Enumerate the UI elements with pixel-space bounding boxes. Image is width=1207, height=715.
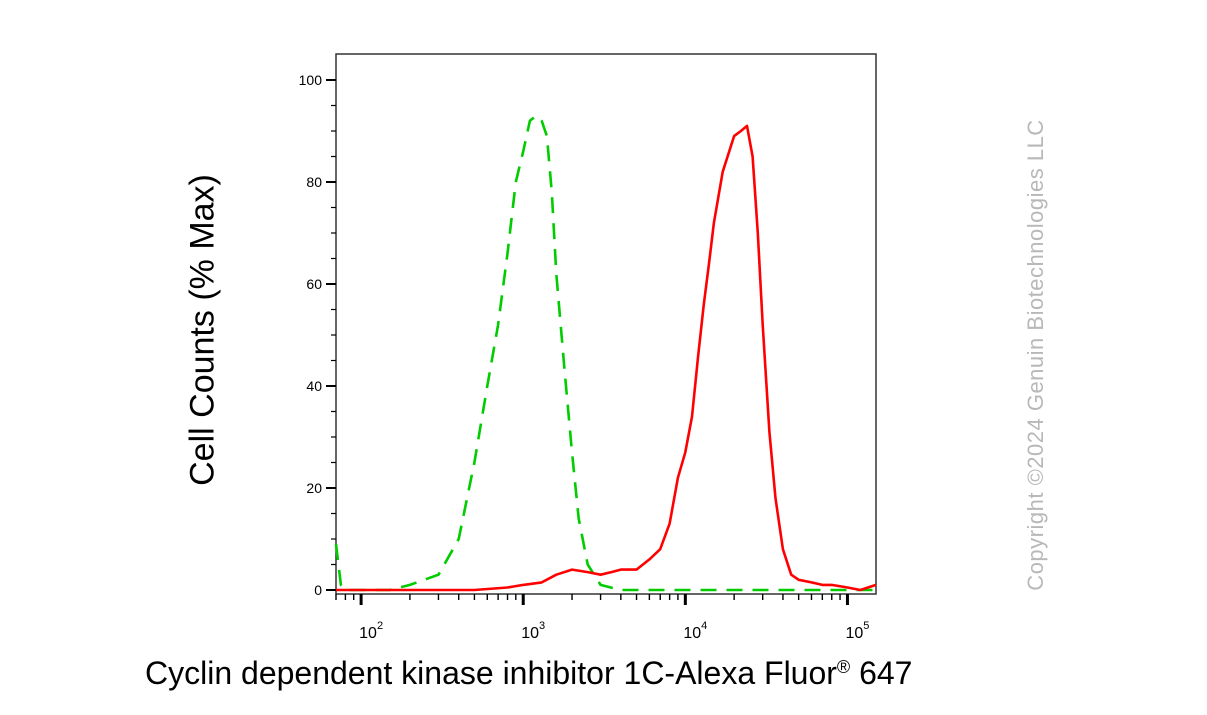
series-group [334,114,877,592]
y-axis-title: Cell Counts (% Max) [183,174,222,486]
x-axis-title-main: Cyclin dependent kinase inhibitor 1C-Ale… [145,655,837,691]
x-axis-title: Cyclin dependent kinase inhibitor 1C-Ale… [145,655,912,692]
y-tick-label: 60 [306,276,322,292]
y-tick-label: 80 [306,174,322,190]
series-line-2 [336,124,877,592]
x-axis: 102 103 104 105 [335,594,869,642]
x-tick-label: 105 [845,620,869,642]
y-tick-label: 100 [299,72,323,88]
copyright-watermark: Copyright ©2024 Genuin Biotechnologies L… [1023,119,1048,591]
y-tick-label: 20 [306,480,322,496]
x-axis-title-registered: ® [836,657,851,677]
plot-frame [335,53,877,595]
x-axis-title-tail: 647 [850,655,913,691]
y-tick-label: 40 [306,378,322,394]
x-tick-label: 102 [359,620,383,642]
y-tick-label: 0 [314,582,322,598]
x-tick-label: 103 [521,620,545,642]
series-line-1 [334,114,876,592]
y-axis: 0 20 40 60 80 100 [299,72,336,598]
x-tick-label: 104 [683,620,707,642]
